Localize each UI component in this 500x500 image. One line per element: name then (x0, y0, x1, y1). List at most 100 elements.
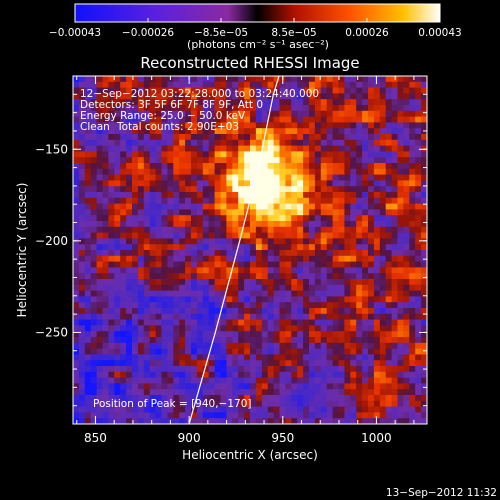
heatmap-cell (114, 180, 121, 187)
heatmap-cell (421, 284, 427, 291)
heatmap-cell (261, 93, 269, 100)
heatmap-cell (208, 215, 215, 222)
heatmap-cell (96, 261, 103, 268)
heatmap-cell (179, 337, 186, 344)
heatmap-cell (149, 134, 156, 141)
heatmap-cell (261, 186, 269, 193)
heatmap-cell (202, 244, 210, 251)
heatmap-cell (78, 215, 86, 222)
heatmap-cell (373, 209, 381, 216)
heatmap-cell (279, 279, 286, 286)
heatmap-cell (314, 261, 322, 268)
heatmap-cell (391, 296, 398, 303)
heatmap-cell (267, 383, 274, 390)
heatmap-cell (149, 87, 156, 94)
heatmap-cell (421, 400, 427, 407)
heatmap-cell (368, 313, 375, 320)
heatmap-cell (84, 99, 92, 106)
heatmap-cell (179, 215, 186, 222)
heatmap-cell (155, 87, 162, 94)
heatmap-cell (279, 325, 286, 332)
heatmap-cell (421, 145, 427, 152)
heatmap-cell (244, 348, 251, 355)
heatmap-cell (350, 99, 357, 106)
heatmap-cell (297, 383, 304, 390)
heatmap-cell (202, 134, 210, 141)
heatmap-cell (297, 412, 304, 419)
heatmap-cell (102, 105, 109, 112)
heatmap-cell (244, 255, 251, 262)
heatmap-cell (356, 279, 363, 286)
heatmap-cell (279, 302, 286, 309)
heatmap-cell (391, 186, 398, 193)
heatmap-cell (226, 383, 233, 390)
heatmap-cell (96, 308, 103, 315)
heatmap-cell (338, 412, 345, 419)
heatmap-cell (179, 389, 186, 396)
heatmap-cell (297, 180, 304, 187)
heatmap-cell (244, 366, 251, 373)
heatmap-cell (208, 209, 215, 216)
heatmap-cell (415, 273, 422, 280)
heatmap-cell (285, 244, 292, 251)
heatmap-cell (191, 87, 198, 94)
heatmap-cell (385, 296, 392, 303)
heatmap-cell (415, 76, 422, 83)
heatmap-cell (220, 389, 227, 396)
heatmap-cell (149, 238, 156, 245)
heatmap-cell (391, 215, 398, 222)
heatmap-cell (409, 197, 416, 204)
heatmap-cell (309, 284, 316, 291)
heatmap-cell (250, 134, 257, 141)
heatmap-cell (208, 371, 215, 378)
heatmap-cell (415, 255, 422, 262)
heatmap-cell (303, 290, 310, 297)
heatmap-cell (220, 354, 227, 361)
heatmap-cell (244, 105, 251, 112)
heatmap-cell (261, 226, 269, 233)
heatmap-cell (108, 267, 115, 274)
heatmap-cell (179, 371, 186, 378)
heatmap-cell (397, 331, 404, 338)
heatmap-cell (132, 400, 139, 407)
heatmap-cell (126, 389, 133, 396)
heatmap-cell (273, 377, 280, 384)
heatmap-cell (244, 308, 251, 315)
heatmap-cell (397, 151, 404, 158)
heatmap-cell (96, 157, 103, 164)
heatmap-cell (114, 128, 121, 135)
heatmap-cell (403, 215, 410, 222)
heatmap-cell (344, 197, 351, 204)
heatmap-cell (356, 325, 363, 332)
heatmap-cell (397, 261, 404, 268)
heatmap-cell (137, 395, 145, 402)
heatmap-cell (421, 139, 427, 146)
heatmap-cell (415, 180, 422, 187)
heatmap-cell (267, 110, 274, 117)
heatmap-cell (120, 105, 127, 112)
heatmap-cell (309, 105, 316, 112)
heatmap-cell (297, 418, 304, 424)
heatmap-cell (255, 192, 263, 199)
heatmap-cell (303, 174, 310, 181)
heatmap-cell (191, 279, 198, 286)
heatmap-cell (143, 157, 151, 164)
heatmap-cell (350, 366, 357, 373)
heatmap-cell (108, 110, 115, 117)
heatmap-cell (143, 76, 151, 83)
heatmap-cell (126, 348, 133, 355)
heatmap-cell (415, 226, 422, 233)
heatmap-cell (279, 296, 286, 303)
heatmap-cell (397, 412, 404, 419)
heatmap-cell (102, 290, 109, 297)
heatmap-cell (126, 342, 133, 349)
heatmap-cell (385, 221, 392, 228)
heatmap-cell (202, 371, 210, 378)
heatmap-cell (244, 377, 251, 384)
heatmap-cell (108, 400, 115, 407)
heatmap-cell (84, 87, 92, 94)
heatmap-cell (362, 128, 369, 135)
heatmap-cell (137, 157, 145, 164)
heatmap-cell (202, 395, 210, 402)
heatmap-cell (362, 331, 369, 338)
